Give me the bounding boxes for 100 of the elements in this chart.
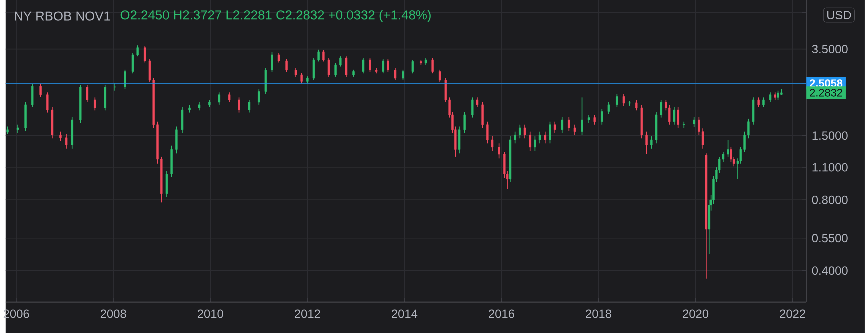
- candlestick: [166, 170, 168, 198]
- candlestick: [476, 97, 479, 108]
- candlestick: [248, 100, 251, 114]
- candlestick: [312, 58, 316, 81]
- y-tick-label: 0.8000: [812, 196, 848, 204]
- candlestick: [278, 53, 280, 64]
- candlestick: [752, 97, 755, 126]
- candlestick: [94, 97, 96, 112]
- candlestick: [271, 52, 274, 72]
- candlestick: [491, 136, 494, 152]
- candlestick: [601, 108, 604, 126]
- candlestick: [340, 56, 342, 68]
- candlestick: [328, 58, 330, 78]
- candlestick: [40, 84, 42, 98]
- candlestick: [519, 124, 522, 139]
- candlestick: [762, 97, 765, 108]
- candlestick: [24, 102, 27, 132]
- candlestick: [31, 84, 34, 108]
- candlestick: [334, 62, 337, 78]
- candlestick: [683, 121, 686, 128]
- candlestick: [432, 58, 434, 74]
- candlestick: [60, 131, 62, 142]
- text: NY RBOB NOV1: [15, 12, 110, 21]
- x-tick-label: 2020: [683, 310, 709, 318]
- candlestick: [538, 131, 542, 144]
- candlestick: [693, 116, 696, 128]
- candlestick: [114, 83, 116, 92]
- candlestick: [181, 107, 184, 134]
- text: O2.2450 H2.3727 L2.2281 C2.2832 +0.0332 (+1.48%): [120, 10, 431, 22]
- candlestick: [318, 49, 320, 62]
- candlestick: [228, 92, 231, 103]
- candlestick: [322, 50, 325, 62]
- candlestick: [300, 72, 303, 84]
- x-tick-label: 2016: [489, 310, 514, 318]
- candlestick: [769, 92, 772, 103]
- candlestick: [673, 107, 676, 126]
- candlestick: [529, 131, 532, 152]
- x-tick-label: 2012: [295, 310, 320, 318]
- candlestick: [616, 94, 618, 108]
- candlestick: [635, 100, 638, 112]
- candlestick: [486, 121, 489, 144]
- text: USD: [828, 11, 852, 20]
- candlestick: [218, 92, 220, 106]
- candlestick: [498, 143, 500, 160]
- x-tick-label: 2010: [198, 310, 224, 318]
- x-tick-label: 2008: [100, 310, 126, 318]
- candlestick: [104, 84, 106, 112]
- x-tick-label: 2022: [780, 310, 806, 318]
- y-tick-label: 0.5500: [812, 234, 848, 243]
- candlestick: [758, 97, 760, 108]
- candlestick: [677, 107, 680, 128]
- candlestick: [382, 58, 384, 74]
- candlestick: [471, 97, 474, 118]
- x-tick-label: 2018: [586, 310, 612, 318]
- candlestick: [482, 102, 484, 128]
- candlestick: [544, 131, 547, 144]
- candlestick: [394, 68, 397, 81]
- candlestick: [238, 97, 240, 114]
- candlestick: [534, 136, 536, 152]
- candlestick: [464, 112, 466, 134]
- y-tick-label: 1.1000: [812, 163, 848, 172]
- candlestick: [622, 94, 626, 106]
- candlestick: [144, 46, 146, 64]
- candlestick: [264, 68, 268, 94]
- y-tick-label: 3.5000: [812, 45, 848, 54]
- candlestick: [124, 69, 126, 90]
- candlestick: [581, 97, 584, 136]
- candlestick: [345, 56, 348, 78]
- candlestick: [46, 92, 49, 114]
- candlestick: [136, 45, 139, 57]
- candlestick: [727, 140, 730, 158]
- candlestick: [176, 126, 178, 154]
- candlestick: [646, 131, 648, 155]
- candlestick: [574, 124, 576, 136]
- candlestick: [660, 100, 662, 118]
- candlestick: [362, 58, 365, 74]
- candlestick: [561, 116, 564, 134]
- x-tick-label: 2014: [392, 310, 418, 318]
- candlestick: [458, 126, 461, 154]
- candlestick: [668, 105, 671, 126]
- candlestick: [777, 90, 780, 100]
- candlestick: [438, 69, 442, 83]
- ref-line-label: 2.5058: [810, 80, 843, 88]
- candlestick: [730, 146, 732, 162]
- candlestick: [387, 58, 390, 72]
- candlestick: [402, 69, 404, 81]
- candlestick: [132, 53, 134, 74]
- candlestick: [554, 121, 556, 134]
- candlestick: [86, 84, 89, 103]
- candlestick: [650, 136, 653, 150]
- candlestick: [286, 58, 288, 72]
- candlestick: [369, 58, 372, 72]
- candlestick: [524, 124, 526, 139]
- text: 2.2832: [810, 89, 842, 97]
- candlestick: [514, 131, 516, 144]
- candlestick: [412, 60, 414, 74]
- candlestick: [549, 121, 552, 144]
- y-tick-label: 1.5000: [812, 132, 848, 140]
- candlestick: [65, 134, 68, 150]
- y-tick-label: 0.4000: [812, 266, 848, 276]
